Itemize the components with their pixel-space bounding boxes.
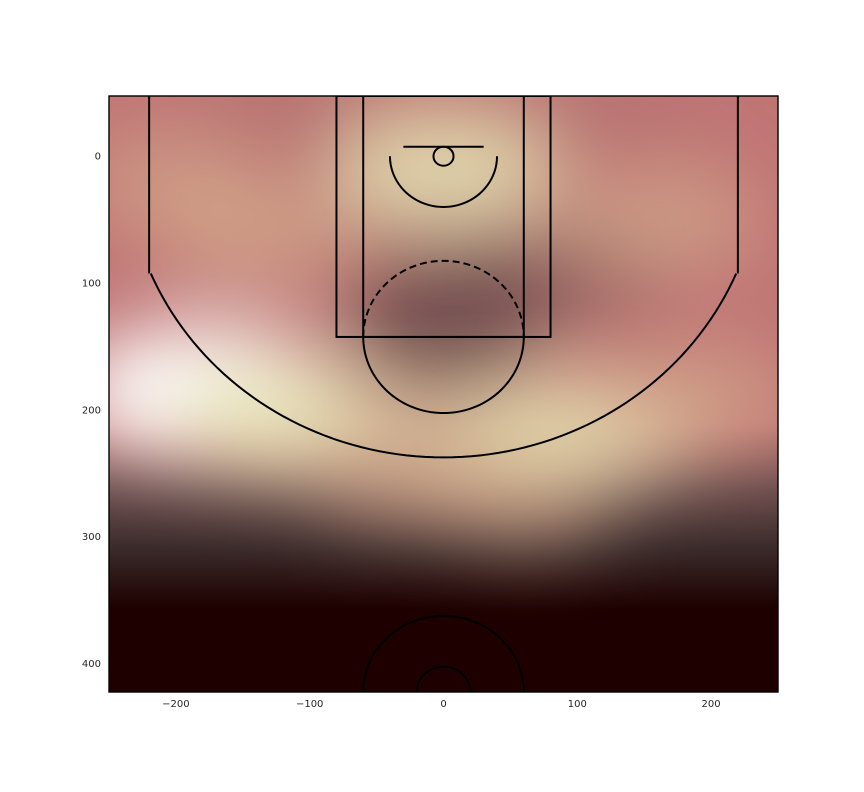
y-tick-label: 100 xyxy=(82,279,101,290)
x-tick-label: 200 xyxy=(702,699,721,710)
free-throw-bottom-arc xyxy=(362,336,525,415)
density-heatmap xyxy=(109,96,778,692)
heatmap-hotspot xyxy=(432,452,615,545)
restricted-area-arc xyxy=(388,156,499,208)
three-point-arc xyxy=(149,273,738,459)
y-axis: 0 100 200 300 400 xyxy=(82,152,101,670)
center-court-outer-arc xyxy=(362,614,525,692)
heatmap-hotspot xyxy=(328,110,559,228)
x-tick-label: 0 xyxy=(440,699,446,710)
plot-frame xyxy=(108,95,779,693)
heatmap-hotspot xyxy=(554,167,761,273)
x-tick-label: −100 xyxy=(296,699,323,710)
y-tick-label: 0 xyxy=(95,152,101,163)
court-lines xyxy=(148,96,739,692)
x-tick-label: 100 xyxy=(568,699,587,710)
free-throw-top-arc xyxy=(362,259,525,337)
center-court-inner-arc xyxy=(415,665,472,692)
x-axis: −200 −100 0 100 200 xyxy=(162,699,720,710)
y-tick-label: 400 xyxy=(82,659,101,670)
x-tick-label: −200 xyxy=(162,699,189,710)
heatmap-hotspot xyxy=(597,346,778,449)
y-tick-label: 300 xyxy=(82,532,101,543)
paint-inner-box xyxy=(362,96,525,338)
y-tick-label: 200 xyxy=(82,405,101,416)
